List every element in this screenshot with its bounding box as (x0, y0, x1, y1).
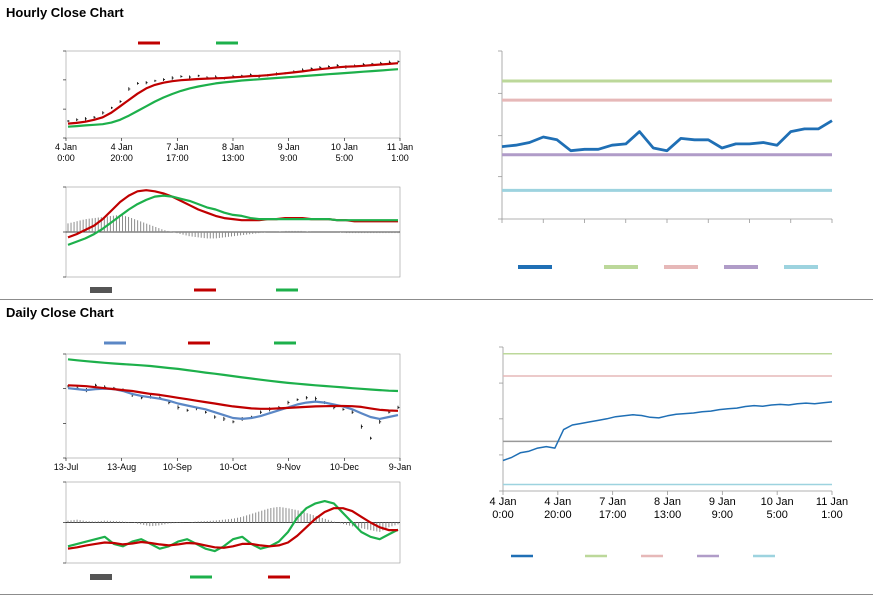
x-tick-label-line: 11 Jan (387, 142, 413, 152)
x-tick-label: 10-Sep (163, 462, 192, 472)
x-tick-label: 9 Jan 9:00 (278, 142, 300, 163)
plot-area (65, 50, 401, 139)
x-tick-label-line: 9:00 (280, 153, 298, 163)
x-tick-label: 11 Jan 1:00 (387, 142, 413, 163)
x-tick-label-line: 13-Jul (54, 462, 79, 472)
x-tick-label-line: 4 Jan (55, 142, 77, 152)
x-tick-label: 10-Oct (219, 462, 247, 472)
x-tick-label-line: 4 Jan (490, 496, 517, 508)
bottom-divider (0, 594, 873, 595)
x-tick-label-line: 10 Jan (761, 496, 794, 508)
x-tick-label: 11 Jan 1:00 (816, 496, 848, 521)
x-tick-label: 7 Jan 17:00 (166, 142, 189, 163)
x-tick-label-line: 5:00 (766, 509, 787, 521)
x-tick-label: 7 Jan 17:00 (599, 496, 627, 521)
x-tick-label-line: 9 Jan (278, 142, 300, 152)
x-tick-label: 9 Jan 9:00 (709, 496, 736, 521)
series-line-200-day (67, 358, 399, 393)
x-tick-label-line: 10-Dec (330, 462, 360, 472)
divergence-d-legend-swatch (90, 574, 112, 580)
x-tick-label-line: 9 Jan (709, 496, 736, 508)
divergence-h-legend-swatch (90, 287, 112, 293)
x-tick-label-line: 13:00 (654, 509, 682, 521)
series-line-close (502, 401, 833, 462)
x-tick-label-line: 11 Jan (816, 496, 848, 508)
x-tick-label: 4 Jan 0:00 (490, 496, 517, 521)
x-tick-label-line: 8 Jan (654, 496, 681, 508)
x-tick-label: 10 Jan 5:00 (761, 496, 794, 521)
x-tick-label-line: 20:00 (110, 153, 133, 163)
x-tick-label-line: 9-Jan (389, 462, 412, 472)
x-tick-label-line: 8 Jan (222, 142, 244, 152)
x-tick-label-line: 1:00 (391, 153, 409, 163)
daily-section-title: Daily Close Chart (6, 305, 114, 320)
x-tick-label-line: 9:00 (712, 509, 733, 521)
x-tick-label-line: 4 Jan (111, 142, 133, 152)
series-line-20-day (67, 387, 399, 420)
x-tick-label-line: 10-Oct (219, 462, 247, 472)
x-tick-label: 4 Jan 20:00 (110, 142, 133, 163)
x-tick-label-line: 10-Sep (163, 462, 192, 472)
x-tick-label-line: 4 Jan (544, 496, 571, 508)
series-line-50-hrs-ma (67, 68, 399, 128)
x-tick-label-line: 10 Jan (331, 142, 358, 152)
x-tick-label: 10 Jan 5:00 (331, 142, 358, 163)
x-tick-label: 4 Jan 20:00 (544, 496, 572, 521)
x-tick-label-line: 17:00 (166, 153, 189, 163)
x-tick-label-line: 13-Aug (107, 462, 136, 472)
series-line-20-hr-ma (67, 62, 399, 125)
section-divider (0, 299, 873, 300)
hourly-section-title: Hourly Close Chart (6, 5, 124, 20)
x-tick-label-line: 0:00 (492, 509, 513, 521)
x-tick-label-line: 20:00 (544, 509, 572, 521)
x-tick-label: 9-Nov (277, 462, 302, 472)
series-line-50-day (67, 384, 399, 412)
series-line-close (501, 119, 833, 153)
x-tick-label-line: 5:00 (336, 153, 354, 163)
x-tick-label-line: 7 Jan (599, 496, 626, 508)
x-tick-label: 8 Jan 13:00 (654, 496, 682, 521)
series-line-macd-signal-line (67, 507, 398, 550)
x-tick-label: 13-Jul (54, 462, 79, 472)
series-line-macd (67, 500, 399, 553)
x-tick-label: 9-Jan (389, 462, 412, 472)
x-tick-label-line: 17:00 (599, 509, 627, 521)
x-tick-label-line: 0:00 (57, 153, 75, 163)
series-line-macd-signal-line (67, 194, 398, 246)
x-tick-label-line: 7 Jan (166, 142, 188, 152)
x-tick-label: 13-Aug (107, 462, 136, 472)
x-tick-label: 4 Jan 0:00 (55, 142, 77, 163)
x-tick-label-line: 9-Nov (277, 462, 302, 472)
x-tick-label: 8 Jan 13:00 (222, 142, 245, 163)
x-tick-label-line: 1:00 (821, 509, 842, 521)
x-tick-label: 10-Dec (330, 462, 360, 472)
x-tick-label-line: 13:00 (222, 153, 245, 163)
